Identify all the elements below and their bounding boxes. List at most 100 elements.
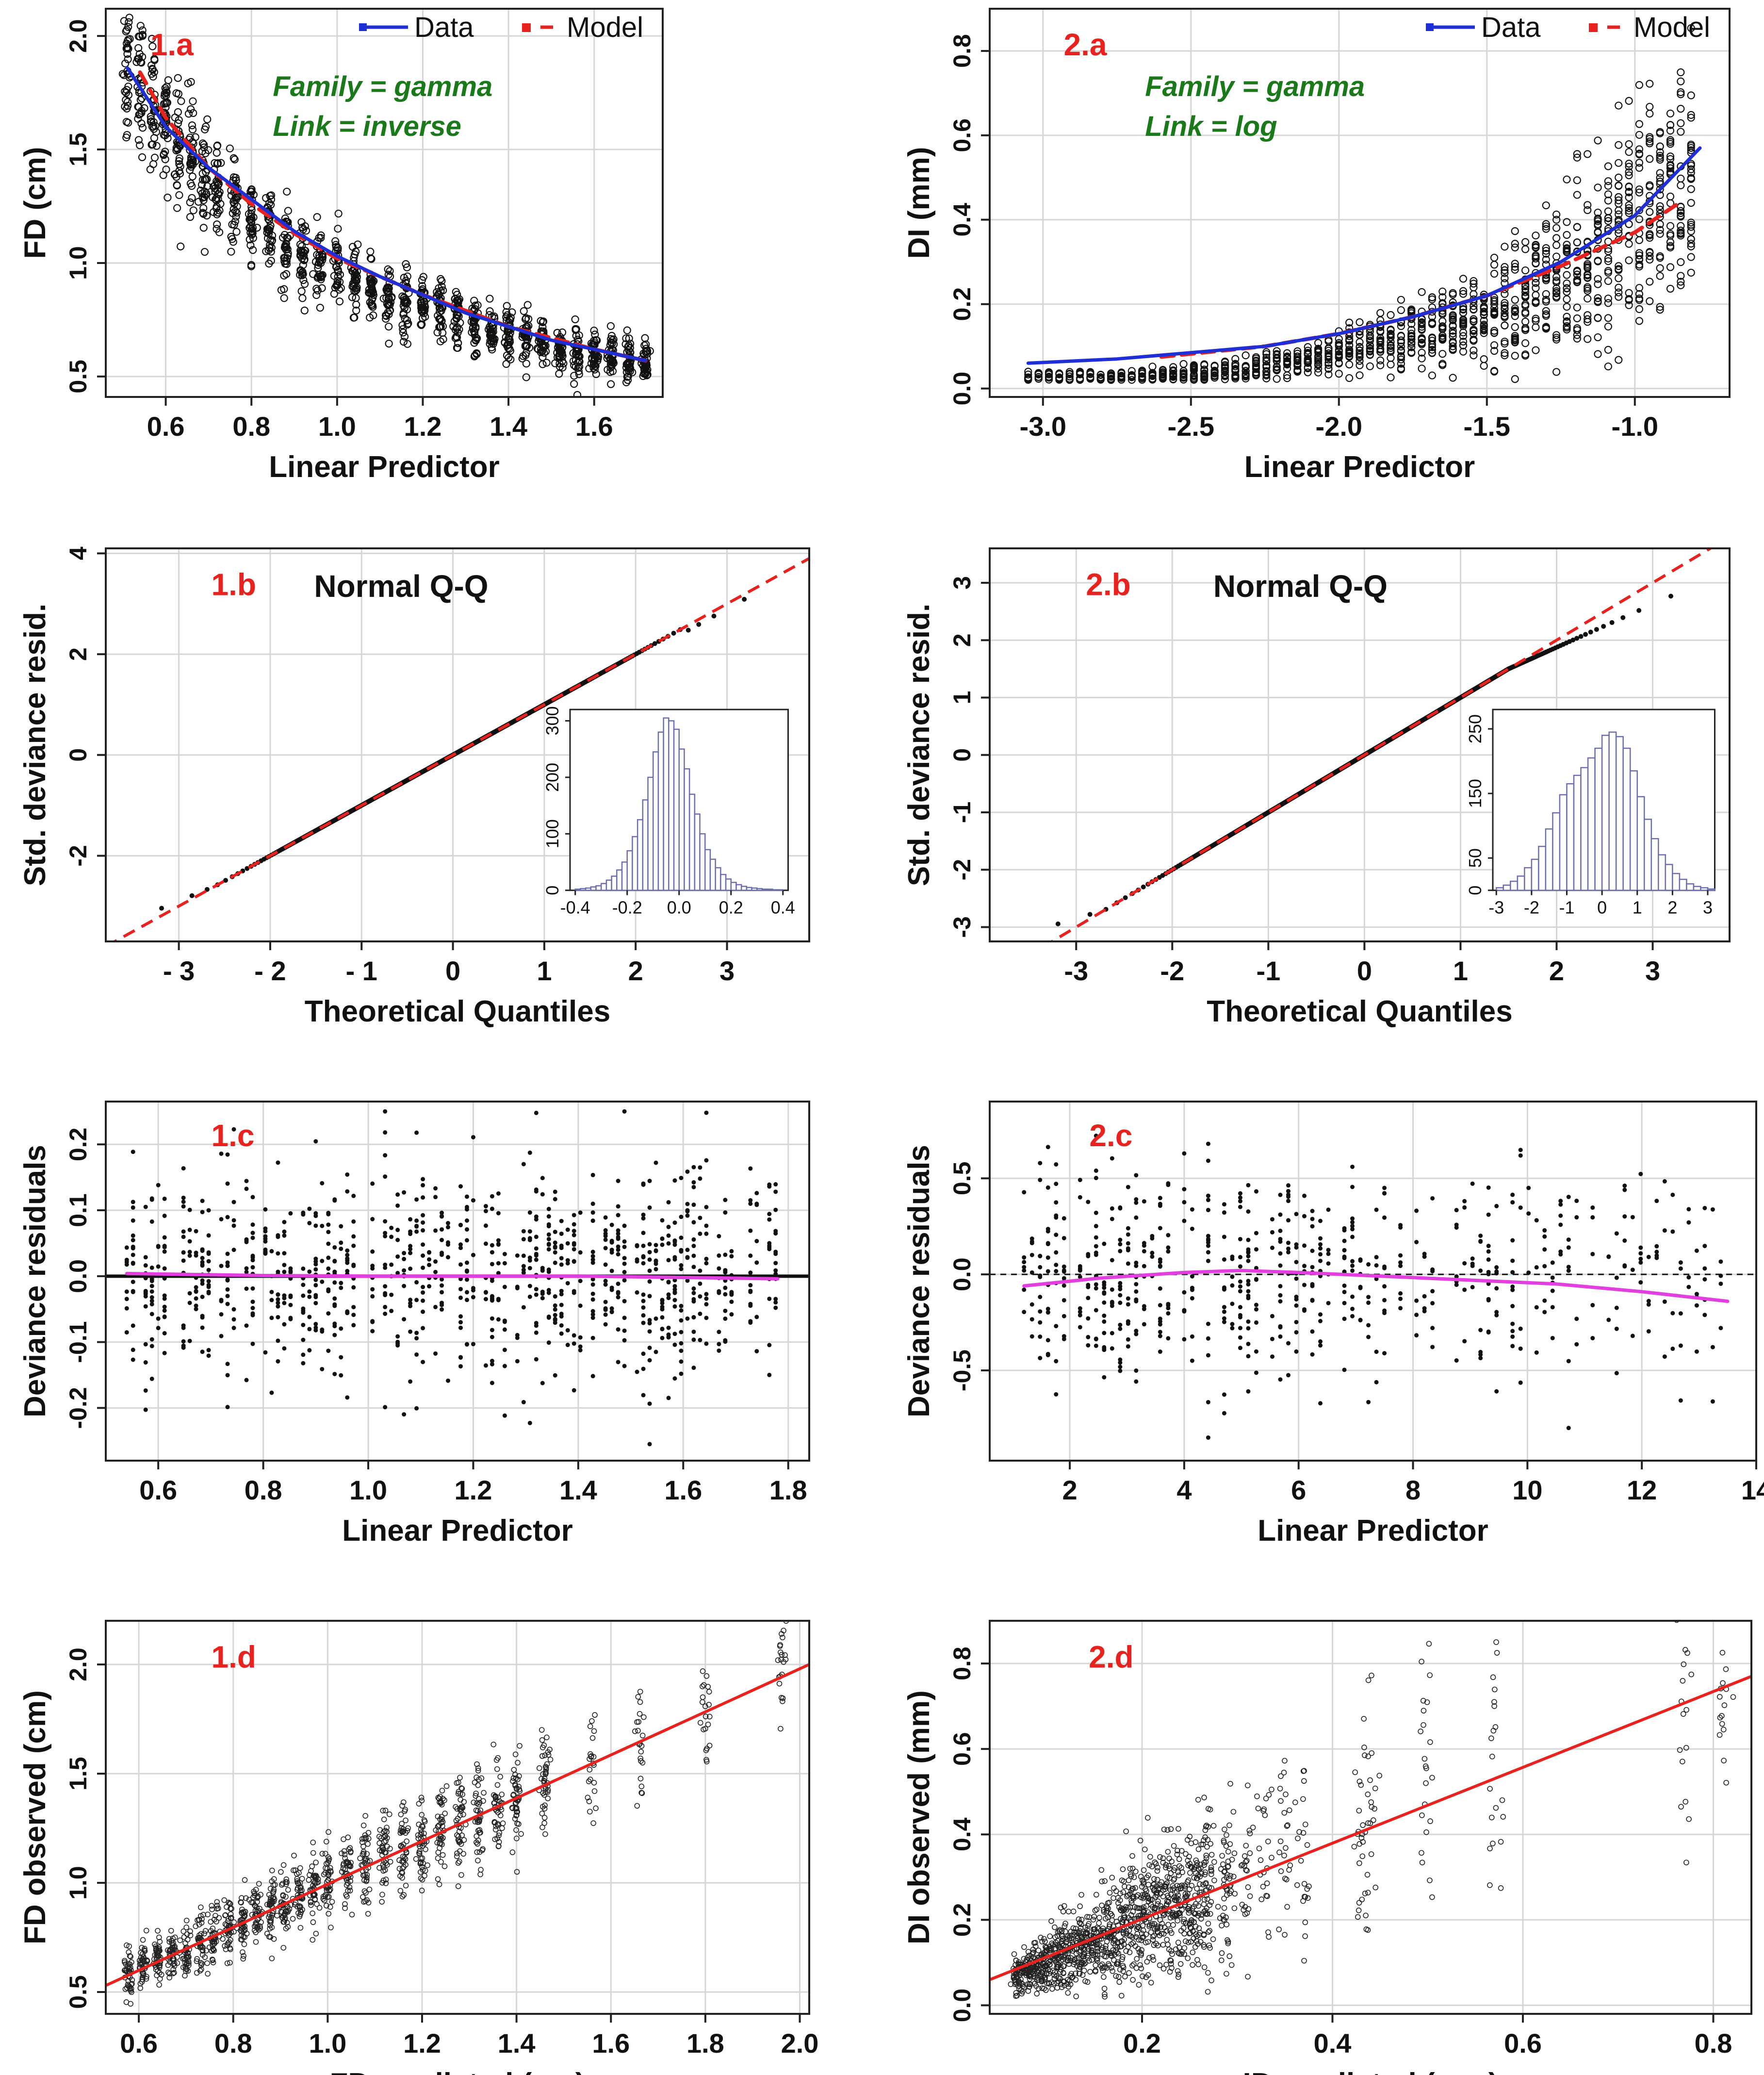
scatter-point (1117, 372, 1126, 380)
scatter-point (1231, 373, 1240, 381)
residual-point (231, 1307, 236, 1312)
scatter-point (146, 165, 154, 174)
residual-point (162, 1350, 167, 1355)
residual-point (206, 1291, 211, 1296)
scatter-point (1687, 268, 1695, 277)
scatter-point (300, 280, 309, 288)
x-tick-label: 2 (1549, 955, 1564, 986)
scatter-point (383, 287, 392, 295)
scatter-point (1677, 128, 1685, 136)
histogram-bar (1615, 736, 1624, 891)
scatter-point (1397, 296, 1405, 304)
scatter-point (1356, 346, 1364, 355)
scatter-point (1666, 238, 1675, 247)
scatter-point (1521, 308, 1530, 316)
residual-point (250, 1195, 255, 1200)
scatter-point (1625, 209, 1633, 217)
y-tick-label: -2 (65, 845, 92, 866)
residual-point (414, 1229, 419, 1234)
scatter-point (1459, 309, 1468, 317)
scatter-point (608, 359, 616, 367)
residual-point (370, 1249, 375, 1254)
scatter-point (403, 320, 411, 329)
qq-point (1087, 912, 1093, 917)
y-tick-label: 3 (948, 576, 976, 590)
residual-point (553, 1313, 557, 1317)
scatter-point (284, 234, 292, 242)
residual-point (206, 1353, 211, 1358)
residual-point (534, 1287, 539, 1292)
residual-point (231, 1127, 236, 1132)
residual-point (622, 1364, 627, 1368)
scatter-point (1107, 375, 1115, 383)
scatter-point (1573, 150, 1581, 158)
scatter-point (1407, 320, 1416, 328)
scatter-point (1532, 241, 1540, 249)
scatter-point (1210, 362, 1219, 370)
scatter-point (1304, 355, 1312, 363)
histogram-bar (756, 888, 763, 891)
residual-point (616, 1213, 621, 1218)
residual-point (162, 1331, 167, 1335)
residual-point (414, 1197, 419, 1202)
scatter-point (298, 271, 306, 280)
scatter-point (188, 182, 196, 190)
scatter-point (1604, 267, 1612, 275)
residual-point (458, 1325, 463, 1330)
scatter-point (1200, 371, 1209, 379)
residual-point (276, 1160, 280, 1165)
scatter-point (1521, 324, 1530, 332)
scatter-point (1625, 204, 1633, 213)
scatter-point (1677, 213, 1685, 221)
scatter-point (590, 362, 599, 370)
residual-point (181, 1258, 186, 1263)
residual-point (219, 1298, 224, 1302)
scatter-point (1677, 77, 1685, 85)
residual-point (647, 1358, 652, 1363)
residual-point (408, 1217, 413, 1222)
scatter-point (134, 44, 143, 52)
residual-point (162, 1235, 167, 1240)
scatter-point (384, 288, 392, 296)
scatter-point (570, 372, 578, 380)
x-tick-label: -1.5 (1464, 411, 1511, 442)
scatter-point (1646, 181, 1654, 189)
residual-point (546, 1206, 551, 1211)
scatter-point (1584, 287, 1592, 295)
residual-point (276, 1359, 280, 1364)
residual-point (345, 1260, 350, 1265)
scatter-point (267, 244, 276, 252)
scatter-point (1604, 245, 1612, 253)
residual-point (250, 1255, 255, 1260)
histogram-bar (715, 867, 721, 891)
residual-point (383, 1174, 388, 1179)
scatter-point (1418, 315, 1426, 324)
residual-point (282, 1322, 287, 1327)
scatter-point (1656, 142, 1664, 150)
scatter-point (1584, 283, 1592, 291)
residual-point (641, 1351, 646, 1356)
histogram-bar (1531, 858, 1539, 891)
model-annotation: Family = gamma (273, 71, 492, 102)
residual-point (263, 1350, 268, 1355)
scatter-point (301, 247, 310, 255)
scatter-point (1470, 351, 1478, 360)
scatter-point (573, 391, 582, 397)
residual-point (641, 1261, 646, 1266)
scatter-point (1356, 351, 1364, 359)
scatter-point (1480, 329, 1488, 337)
scatter-point (1324, 365, 1333, 373)
residual-point (572, 1290, 576, 1295)
scatter-point (1241, 362, 1250, 371)
scatter-point (1490, 304, 1499, 313)
residual-point (288, 1316, 293, 1320)
legend-model-label: Model (567, 12, 643, 43)
residual-point (440, 1290, 444, 1295)
residual-point (427, 1250, 432, 1255)
residual-point (276, 1315, 280, 1319)
residual-point (181, 1235, 186, 1239)
residual-point (244, 1186, 249, 1191)
scatter-point (574, 357, 583, 365)
